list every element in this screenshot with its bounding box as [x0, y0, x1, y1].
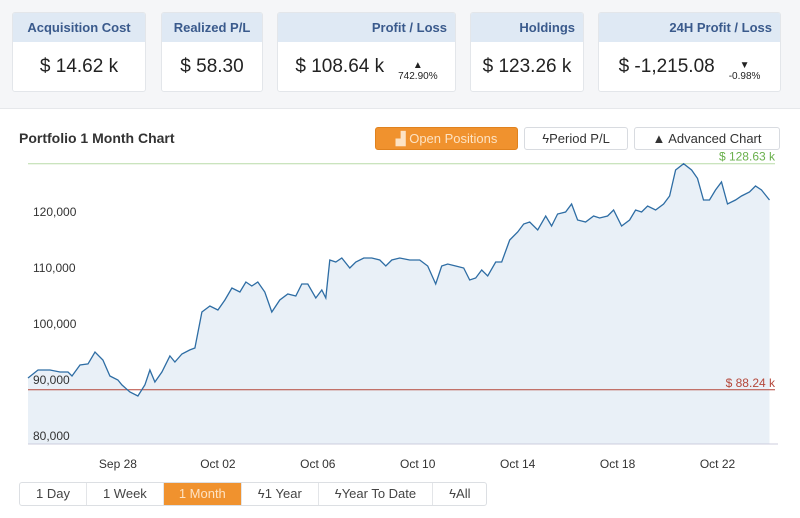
summary-card-acquisition-cost: Acquisition Cost $ 14.62 k [12, 12, 146, 92]
x-tick-label: Oct 10 [400, 457, 436, 471]
card-title: 24H Profit / Loss [599, 13, 780, 42]
card-title: Realized P/L [162, 13, 262, 42]
chart-area-fill [28, 163, 770, 444]
card-value: $ 123.26 k [482, 56, 572, 77]
x-tick-label: Oct 02 [200, 457, 236, 471]
x-tick-label: Oct 18 [600, 457, 636, 471]
range-selector: 1 Day 1 Week 1 Month ϟ1 Year ϟYear To Da… [19, 482, 488, 506]
advanced-chart-button[interactable]: ▲ Advanced Chart [634, 127, 780, 150]
down-arrow-icon: ▼ [739, 60, 750, 71]
card-value: $ -1,215.08 [618, 56, 715, 77]
card-change: 742.90% [398, 71, 438, 82]
summary-card-realized-pl: Realized P/L $ 58.30 [161, 12, 263, 92]
x-tick-label: Oct 14 [500, 457, 536, 471]
card-title: Acquisition Cost [13, 13, 145, 42]
range-all[interactable]: ϟAll [433, 483, 486, 505]
range-year-to-date[interactable]: ϟYear To Date [319, 483, 434, 505]
min-value-label: $ 88.24 k [726, 376, 776, 390]
button-label: Period P/L [549, 131, 610, 146]
bolt-icon: ϟ [449, 486, 457, 501]
area-chart-icon: ▟ [395, 131, 410, 146]
range-1-day[interactable]: 1 Day [20, 483, 87, 505]
period-pl-button[interactable]: ϟPeriod P/L [524, 127, 628, 150]
range-1-week[interactable]: 1 Week [87, 483, 164, 505]
x-tick-label: Sep 28 [99, 457, 137, 471]
range-label: Year To Date [341, 486, 417, 501]
range-label: All [456, 486, 471, 501]
bolt-icon: ϟ [542, 131, 550, 146]
card-title: Holdings [471, 13, 583, 42]
range-1-year[interactable]: ϟ1 Year [242, 483, 319, 505]
summary-card-24h-profit-loss: 24H Profit / Loss $ -1,215.08 ▼ -0.98% [598, 12, 781, 92]
mountain-chart-icon: ▲ [652, 131, 669, 146]
y-tick-label: 110,000 [33, 261, 76, 275]
open-positions-button[interactable]: ▟ Open Positions [375, 127, 518, 150]
x-tick-label: Oct 06 [300, 457, 336, 471]
summary-card-profit-loss: Profit / Loss $ 108.64 k ▲ 742.90% [277, 12, 456, 92]
y-tick-label: 100,000 [33, 317, 77, 331]
card-value: $ 14.62 k [39, 56, 119, 77]
y-tick-label: 80,000 [33, 429, 70, 443]
max-value-label: $ 128.63 k [719, 150, 776, 164]
chart-title: Portfolio 1 Month Chart [19, 130, 175, 146]
up-arrow-icon: ▲ [412, 60, 423, 71]
summary-card-holdings: Holdings $ 123.26 k [470, 12, 584, 92]
bolt-icon: ϟ [257, 486, 265, 501]
y-tick-label: 90,000 [33, 373, 70, 387]
card-change: -0.98% [728, 71, 761, 82]
card-value: $ 58.30 [180, 56, 244, 77]
range-1-month[interactable]: 1 Month [163, 483, 242, 505]
card-title: Profit / Loss [278, 13, 455, 42]
range-label: 1 Year [264, 486, 302, 501]
bolt-icon: ϟ [334, 486, 342, 501]
x-tick-label: Oct 22 [700, 457, 736, 471]
button-label: Open Positions [409, 131, 498, 146]
card-value: $ 108.64 k [295, 56, 385, 77]
button-label: Advanced Chart [668, 131, 762, 146]
y-tick-label: 120,000 [33, 205, 77, 219]
